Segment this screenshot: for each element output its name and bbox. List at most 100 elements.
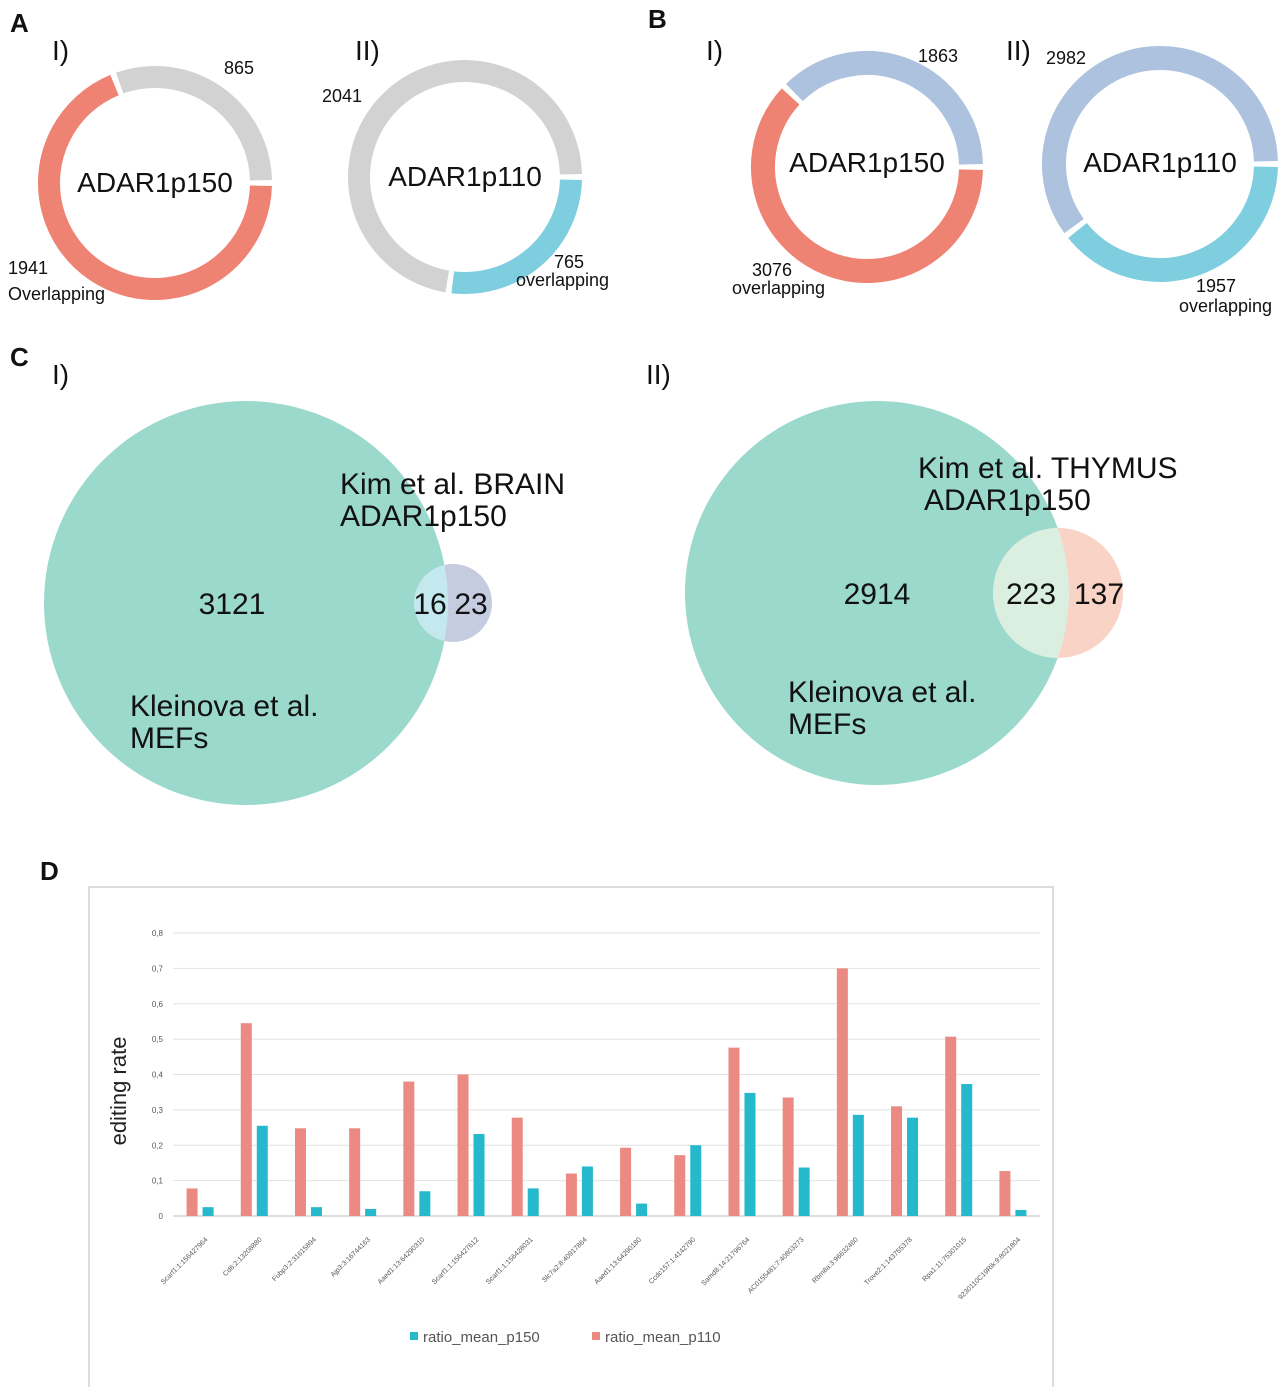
bar-ratio_mean_p150-0	[202, 1207, 214, 1216]
bar-ratio_mean_p110-10	[728, 1047, 740, 1216]
venn-c-ii-overlap-region	[993, 528, 1069, 658]
donut-b-i-overlap-count: 3076	[752, 260, 792, 280]
panel-a: A I) ADAR1p150 865 1941 Overlapping II) …	[8, 8, 609, 304]
donut-a-i-overlap-count: 1941	[8, 258, 48, 278]
donut-a-ii-roman: II)	[355, 35, 380, 66]
bar-ratio_mean_p110-8	[620, 1147, 632, 1216]
bar-ratio_mean_p150-11	[798, 1167, 810, 1216]
venn-c-i-big-label-2: MEFs	[130, 722, 208, 755]
chart-y-tick-label: 0,6	[152, 1000, 164, 1009]
bar-ratio_mean_p110-5	[457, 1074, 469, 1216]
panel-letter-a: A	[10, 8, 29, 38]
donut-a-ii-other-count: 2041	[322, 86, 362, 106]
donut-a-i-roman: I)	[52, 35, 69, 66]
venn-c-i-small-label-2: ADAR1p150	[340, 500, 507, 533]
donut-b-ii-overlap-word: overlapping	[1179, 296, 1272, 316]
bar-ratio_mean_p150-15	[1015, 1209, 1027, 1216]
donut-a-ii-other-arc	[348, 60, 582, 293]
panel-b: B I) ADAR1p150 1863 3076 overlapping II)…	[648, 4, 1278, 316]
venn-c-ii-small-only-count: 137	[1074, 578, 1124, 611]
bar-ratio_mean_p150-14	[961, 1084, 973, 1216]
bar-ratio_mean_p110-1	[240, 1023, 252, 1216]
bar-ratio_mean_p110-12	[836, 968, 848, 1217]
panel-letter-c: C	[10, 342, 29, 372]
donut-b-i-other-arc	[786, 51, 983, 165]
donut-a-i: I) ADAR1p150 865 1941 Overlapping	[8, 35, 272, 304]
venn-c-ii-big-circle	[685, 401, 1069, 785]
legend-swatch-ratio_mean_p150	[410, 1332, 418, 1340]
bar-ratio_mean_p150-7	[581, 1166, 593, 1216]
venn-c-i-overlap-region	[414, 564, 448, 642]
donut-b-ii-overlap-arc	[1068, 166, 1278, 282]
chart-bars	[186, 968, 1027, 1217]
donut-b-ii-overlap-count: 1957	[1196, 276, 1236, 296]
bar-ratio_mean_p110-0	[186, 1188, 198, 1216]
venn-c-ii-overlap-count: 223	[1006, 578, 1056, 611]
bar-ratio_mean_p110-15	[999, 1171, 1011, 1216]
donut-b-i-overlap-arc	[751, 88, 983, 283]
venn-c-i-small-label-1: Kim et al. BRAIN	[340, 468, 565, 501]
bar-ratio_mean_p110-3	[349, 1128, 361, 1216]
donut-a-ii-overlap-count: 765	[554, 252, 584, 272]
venn-c-i-big-only-count: 3121	[199, 588, 266, 621]
chart-y-tick-label: 0,8	[152, 929, 164, 938]
bar-ratio_mean_p150-5	[473, 1133, 485, 1216]
donut-a-i-other-count: 865	[224, 58, 254, 78]
donut-b-i-center-label: ADAR1p150	[789, 147, 945, 178]
legend-label-ratio_mean_p150: ratio_mean_p150	[423, 1329, 540, 1346]
chart-y-tick-label: 0,3	[152, 1106, 164, 1115]
chart-y-tick-label: 0,5	[152, 1035, 164, 1044]
bar-ratio_mean_p110-11	[782, 1097, 794, 1216]
donut-b-i: I) ADAR1p150 1863 3076 overlapping	[706, 35, 983, 298]
chart-y-tick-label: 0,7	[152, 964, 164, 973]
donut-b-ii-center-label: ADAR1p110	[1083, 147, 1237, 178]
legend-swatch-ratio_mean_p110	[592, 1332, 600, 1340]
donut-a-i-other-arc	[116, 66, 272, 181]
bar-ratio_mean_p110-2	[294, 1128, 306, 1216]
donut-a-ii-overlap-word: overlapping	[516, 270, 609, 290]
bar-ratio_mean_p150-10	[744, 1092, 756, 1216]
venn-c-i: I) Kim et al. BRAIN ADAR1p150 3121 16 23…	[44, 359, 565, 805]
donut-b-ii: II) ADAR1p110 2982 1957 overlapping	[1006, 35, 1278, 316]
legend-label-ratio_mean_p110: ratio_mean_p110	[605, 1329, 721, 1346]
venn-c-ii-small-label-1: Kim et al. THYMUS	[918, 452, 1178, 485]
donut-a-i-overlap-word: Overlapping	[8, 284, 105, 304]
donut-b-i-overlap-word: overlapping	[732, 278, 825, 298]
bar-ratio_mean_p110-9	[674, 1155, 686, 1216]
donut-b-ii-other-count: 2982	[1046, 48, 1086, 68]
venn-c-ii-big-only-count: 2914	[844, 578, 911, 611]
chart-y-tick-label: 0,1	[152, 1177, 164, 1186]
donut-a-i-center-label: ADAR1p150	[77, 167, 233, 198]
venn-c-ii-big-label-2: MEFs	[788, 708, 866, 741]
venn-c-i-overlap-count: 16	[413, 588, 446, 621]
venn-c-ii-small-label-2: ADAR1p150	[924, 484, 1091, 517]
panel-c: C I) Kim et al. BRAIN ADAR1p150 3121 16 …	[10, 342, 1178, 805]
bar-ratio_mean_p150-4	[419, 1191, 431, 1216]
chart-y-tick-label: 0	[159, 1212, 164, 1221]
panel-letter-b: B	[648, 4, 667, 34]
bar-ratio_mean_p150-12	[852, 1114, 864, 1216]
panel-d: D editing rate 0 0,1 0,2 0,3 0,4 0,5 0,6 0,7 0,8…	[40, 856, 1054, 1387]
donut-b-i-roman: I)	[706, 35, 723, 66]
bar-ratio_mean_p150-2	[310, 1207, 322, 1216]
donut-b-i-other-count: 1863	[918, 46, 958, 66]
chart-legend: ratio_mean_p150 ratio_mean_p110	[410, 1329, 721, 1346]
venn-c-i-roman: I)	[52, 359, 69, 390]
bar-ratio_mean_p150-9	[690, 1145, 702, 1216]
bar-ratio_mean_p110-7	[565, 1173, 577, 1216]
bar-ratio_mean_p110-13	[891, 1106, 903, 1216]
venn-c-ii-roman: II)	[646, 359, 671, 390]
donut-a-i-overlap-arc	[38, 74, 272, 300]
chart-y-ticks: 0 0,1 0,2 0,3 0,4 0,5 0,6 0,7 0,8	[152, 929, 164, 1221]
donut-a-ii: II) ADAR1p110 2041 765 overlapping	[322, 35, 609, 294]
donut-b-ii-roman: II)	[1006, 35, 1031, 66]
bar-ratio_mean_p150-8	[636, 1203, 648, 1216]
bar-ratio_mean_p110-14	[945, 1036, 957, 1216]
venn-c-i-big-circle	[44, 401, 448, 805]
bar-ratio_mean_p110-6	[511, 1117, 523, 1216]
venn-c-i-small-only-count: 23	[454, 588, 487, 621]
chart-y-tick-label: 0,2	[152, 1141, 164, 1150]
chart-y-axis-label: editing rate	[106, 1037, 131, 1146]
bar-ratio_mean_p150-13	[907, 1117, 919, 1216]
